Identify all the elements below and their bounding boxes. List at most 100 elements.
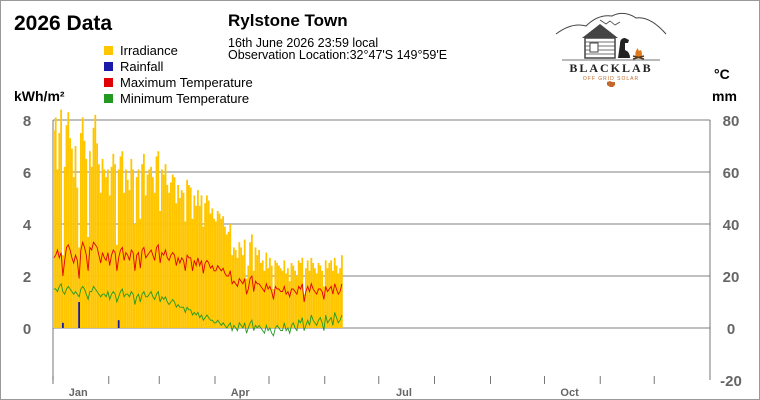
irradiance-bar (58, 133, 61, 328)
y-left-tick-label: 2 (23, 269, 31, 286)
irradiance-bar (134, 224, 136, 328)
irradiance-bar (245, 278, 248, 328)
irradiance-bar (326, 268, 329, 328)
legend-swatch-rainfall (104, 62, 113, 71)
irradiance-bar (333, 257, 336, 328)
irradiance-bar (103, 169, 106, 328)
irradiance-bar (90, 166, 93, 328)
irradiance-bar (308, 270, 311, 328)
irradiance-bar (254, 247, 257, 328)
irradiance-bar (188, 185, 190, 328)
legend-label-min-temp: Minimum Temperature (120, 91, 250, 106)
irradiance-bar (152, 177, 154, 328)
irradiance-bar (107, 169, 109, 328)
irradiance-bar (98, 164, 100, 328)
irradiance-bar (312, 263, 314, 328)
irradiance-bar (71, 148, 73, 328)
irradiance-bar (287, 268, 289, 328)
irradiance-bar (227, 231, 230, 328)
irradiance-bar (335, 265, 338, 328)
irradiance-bar (83, 140, 86, 328)
irradiance-bar (130, 159, 133, 328)
legend-swatch-irradiance (104, 46, 113, 55)
irradiance-bar (54, 117, 57, 329)
irradiance-bar (281, 270, 284, 328)
irradiance-bar (87, 237, 89, 328)
irradiance-bar (215, 221, 217, 328)
irradiance-bar (80, 133, 82, 328)
legend-label-max-temp: Maximum Temperature (120, 75, 253, 90)
irradiance-bar (328, 263, 331, 328)
irradiance-bar (330, 260, 332, 328)
x-tick-label: Oct (560, 387, 579, 399)
irradiance-bar (72, 177, 75, 328)
irradiance-bar (161, 169, 163, 328)
irradiance-bar (110, 166, 113, 328)
irradiance-bar (339, 268, 341, 328)
logo-brand: BLACKLAB (569, 61, 652, 75)
irradiance-bar (63, 166, 66, 328)
irradiance-bar (299, 263, 302, 328)
irradiance-bar (332, 270, 334, 328)
irradiance-bar (272, 289, 275, 328)
irradiance-bar (310, 257, 313, 328)
y-axis-right-title-temperature: °C (714, 66, 730, 82)
irradiance-bar (263, 270, 266, 328)
logo-mountain (555, 12, 667, 35)
irradiance-bar (157, 151, 160, 328)
legend-swatch-min-temp (104, 94, 113, 103)
irradiance-bar (222, 216, 224, 328)
irradiance-bar (116, 244, 118, 328)
irradiance-bar (171, 174, 174, 328)
irradiance-bar (126, 179, 129, 328)
chart-legend: Irradiance Rainfall Maximum Temperature … (104, 43, 253, 107)
irradiance-bar (184, 221, 187, 328)
irradiance-bar (314, 268, 316, 328)
irradiance-bar (296, 276, 298, 328)
y-right-tick-label: 80 (723, 113, 740, 130)
y-axis-right-title-rainfall: mm (712, 88, 737, 104)
campfire-icon (632, 48, 645, 60)
irradiance-bar (303, 294, 305, 328)
irradiance-bar (238, 242, 241, 328)
irradiance-bar (114, 164, 116, 328)
irradiance-bar (249, 242, 251, 328)
irradiance-bar (65, 125, 68, 328)
observation-time: 16th June 2026 23:59 local (228, 36, 379, 50)
irradiance-bar (85, 159, 88, 328)
legend-label-rainfall: Rainfall (120, 59, 164, 74)
irradiance-bar (53, 130, 55, 328)
irradiance-bar (270, 265, 273, 328)
y-axis-left-title: kWh/m² (14, 88, 65, 104)
irradiance-bar (274, 260, 277, 328)
irradiance-bar (279, 268, 282, 328)
station-name: Rylstone Town (228, 11, 348, 30)
irradiance-bar (132, 169, 134, 328)
irradiance-bar (139, 218, 142, 328)
irradiance-bar (155, 156, 158, 328)
irradiance-bar (243, 239, 246, 328)
irradiance-bar (220, 218, 223, 328)
irradiance-bar (101, 159, 104, 328)
irradiance-bar (89, 151, 91, 328)
legend-item-min-temp: Minimum Temperature (104, 91, 253, 107)
irradiance-bar (137, 169, 140, 328)
irradiance-bar (213, 218, 215, 328)
irradiance-bar (242, 255, 244, 328)
irradiance-bar (92, 127, 95, 328)
irradiance-bar (276, 263, 278, 328)
irradiance-bar (96, 143, 98, 328)
irradiance-bar (315, 273, 318, 328)
observation-location: Observation Location:32°47'S 149°59'E (228, 48, 448, 62)
irradiance-bar (218, 213, 221, 328)
logo-tagline: OFF GRID SOLAR (583, 76, 639, 82)
irradiance-bar (173, 177, 176, 328)
y-right-tick-label: 60 (723, 165, 740, 182)
x-tick-label: Jan (69, 387, 88, 399)
irradiance-bar (211, 208, 214, 328)
irradiance-bar (247, 265, 250, 328)
chart-title: 2026 Data (14, 12, 113, 35)
irradiance-bar (252, 270, 255, 328)
irradiance-bar (224, 226, 226, 328)
